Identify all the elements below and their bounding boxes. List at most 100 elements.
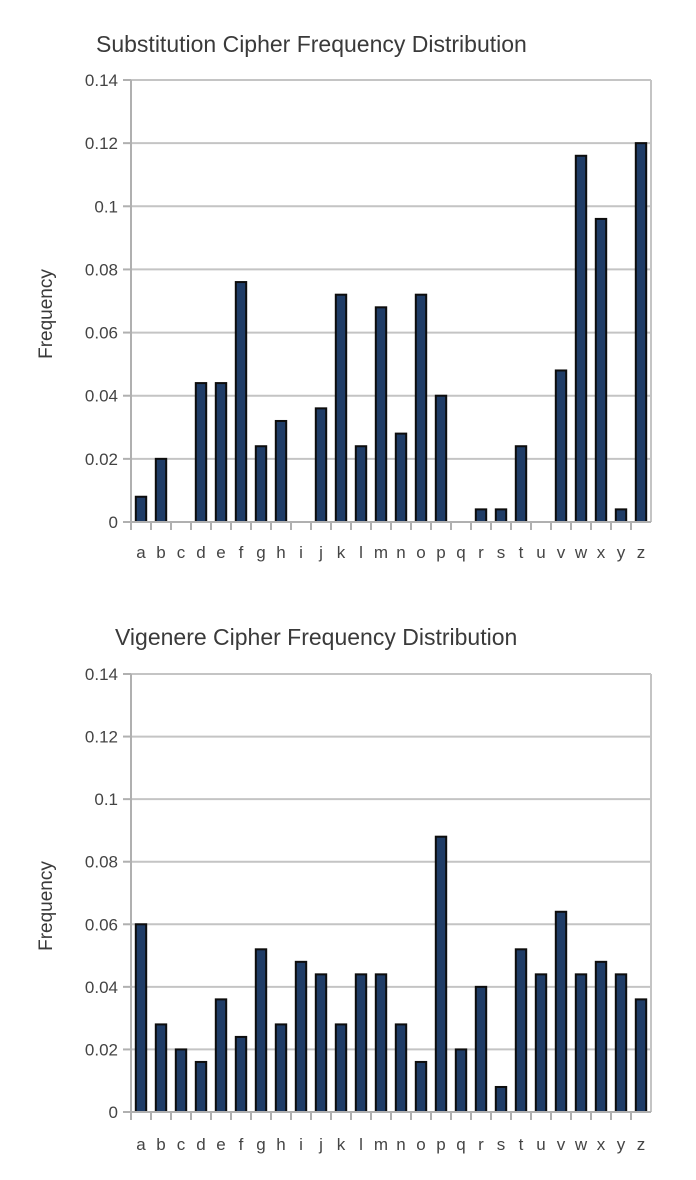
y-tick-label: 0.1 (94, 197, 118, 216)
y-tick-label: 0.14 (85, 71, 118, 90)
bar-l (354, 973, 368, 1114)
bar-v (554, 910, 568, 1113)
x-tick-label: m (374, 543, 388, 562)
y-tick-label: 0.02 (85, 1040, 118, 1059)
x-tick-label: q (456, 1135, 465, 1154)
x-tick-label: v (557, 1135, 566, 1154)
x-tick-label: c (177, 1135, 186, 1154)
bar-b (154, 1023, 168, 1113)
x-tick-label: h (276, 543, 285, 562)
x-tick-label: i (299, 543, 303, 562)
bar-h (274, 1023, 288, 1113)
bar-z (634, 142, 648, 523)
x-tick-label: e (216, 1135, 225, 1154)
bar-e (214, 998, 228, 1113)
x-tick-label: n (396, 543, 405, 562)
y-tick-label: 0.08 (85, 260, 118, 279)
bar-a (134, 495, 148, 524)
bar-k (334, 293, 348, 523)
y-tick-label: 0.06 (85, 915, 118, 934)
y-axis-label: Frequency (36, 861, 57, 951)
x-tick-label: v (557, 543, 566, 562)
x-tick-label: s (497, 543, 506, 562)
x-tick-label: j (318, 1135, 323, 1154)
bar-b (154, 457, 168, 524)
bar-k (334, 1023, 348, 1113)
y-tick-label: 0.04 (85, 978, 118, 997)
bar-v (554, 369, 568, 524)
bar-p (434, 394, 448, 524)
y-tick-label: 0.04 (85, 387, 118, 406)
y-tick-label: 0.02 (85, 450, 118, 469)
y-tick-label: 0.12 (85, 134, 118, 153)
x-tick-label: h (276, 1135, 285, 1154)
x-tick-label: z (637, 543, 646, 562)
x-tick-label: i (299, 1135, 303, 1154)
bar-z (634, 998, 648, 1113)
x-tick-label: l (359, 1135, 363, 1154)
x-tick-label: o (416, 1135, 425, 1154)
x-tick-label: u (536, 543, 545, 562)
y-tick-label: 0.08 (85, 853, 118, 872)
x-tick-label: m (374, 1135, 388, 1154)
bar-m (374, 973, 388, 1114)
y-axis-label: Frequency (36, 269, 57, 359)
x-tick-label: s (497, 1135, 506, 1154)
x-tick-label: f (239, 1135, 244, 1154)
bar-y (614, 508, 628, 524)
x-tick-label: k (337, 543, 346, 562)
bar-n (394, 1023, 408, 1113)
bar-s (494, 1085, 508, 1114)
bar-j (314, 973, 328, 1114)
bar-f (234, 281, 248, 523)
x-tick-label: o (416, 543, 425, 562)
x-tick-label: p (436, 543, 445, 562)
bar-e (214, 382, 228, 524)
bar-n (394, 432, 408, 524)
x-tick-label: y (617, 543, 626, 562)
x-tick-label: n (396, 1135, 405, 1154)
x-tick-label: g (256, 543, 265, 562)
x-tick-label: u (536, 1135, 545, 1154)
x-tick-label: c (177, 543, 186, 562)
x-tick-label: b (156, 543, 165, 562)
bar-r (474, 985, 488, 1114)
x-tick-label: x (597, 543, 606, 562)
bar-t (514, 445, 528, 524)
bar-l (354, 445, 368, 524)
x-tick-label: w (574, 543, 588, 562)
bar-g (254, 445, 268, 524)
substitution-chart: Substitution Cipher Frequency Distributi… (36, 31, 652, 562)
x-tick-label: r (478, 543, 484, 562)
plot-area: 0 0.02 0.04 0.06 0.08 0.1 0.12 0.14 a b c d e f g h i j k l… (85, 71, 652, 562)
vigenere-chart: Vigenere Cipher Frequency Distribution F… (36, 624, 652, 1154)
x-tick-label: r (478, 1135, 484, 1154)
x-tick-label: e (216, 543, 225, 562)
x-tick-label: w (574, 1135, 588, 1154)
x-tick-label: d (196, 543, 205, 562)
bar-o (414, 293, 428, 523)
bar-p (434, 835, 448, 1114)
x-tick-label: j (318, 543, 323, 562)
x-tick-label: k (337, 1135, 346, 1154)
bar-t (514, 948, 528, 1114)
x-tick-label: d (196, 1135, 205, 1154)
bar-s (494, 508, 508, 524)
bar-q (454, 1048, 468, 1113)
y-tick-label: 0.06 (85, 324, 118, 343)
bar-j (314, 407, 328, 524)
bar-u (534, 973, 548, 1114)
x-tick-label: l (359, 543, 363, 562)
bar-c (174, 1048, 188, 1113)
chart-title: Vigenere Cipher Frequency Distribution (115, 624, 517, 650)
x-tick-label: b (156, 1135, 165, 1154)
x-tick-label: z (637, 1135, 646, 1154)
x-tick-label: t (519, 543, 524, 562)
x-tick-label: t (519, 1135, 524, 1154)
bar-d (194, 1060, 208, 1114)
bar-a (134, 923, 148, 1113)
bar-d (194, 382, 208, 524)
x-tick-label: f (239, 543, 244, 562)
bar-i (294, 960, 308, 1114)
x-tick-label: q (456, 543, 465, 562)
